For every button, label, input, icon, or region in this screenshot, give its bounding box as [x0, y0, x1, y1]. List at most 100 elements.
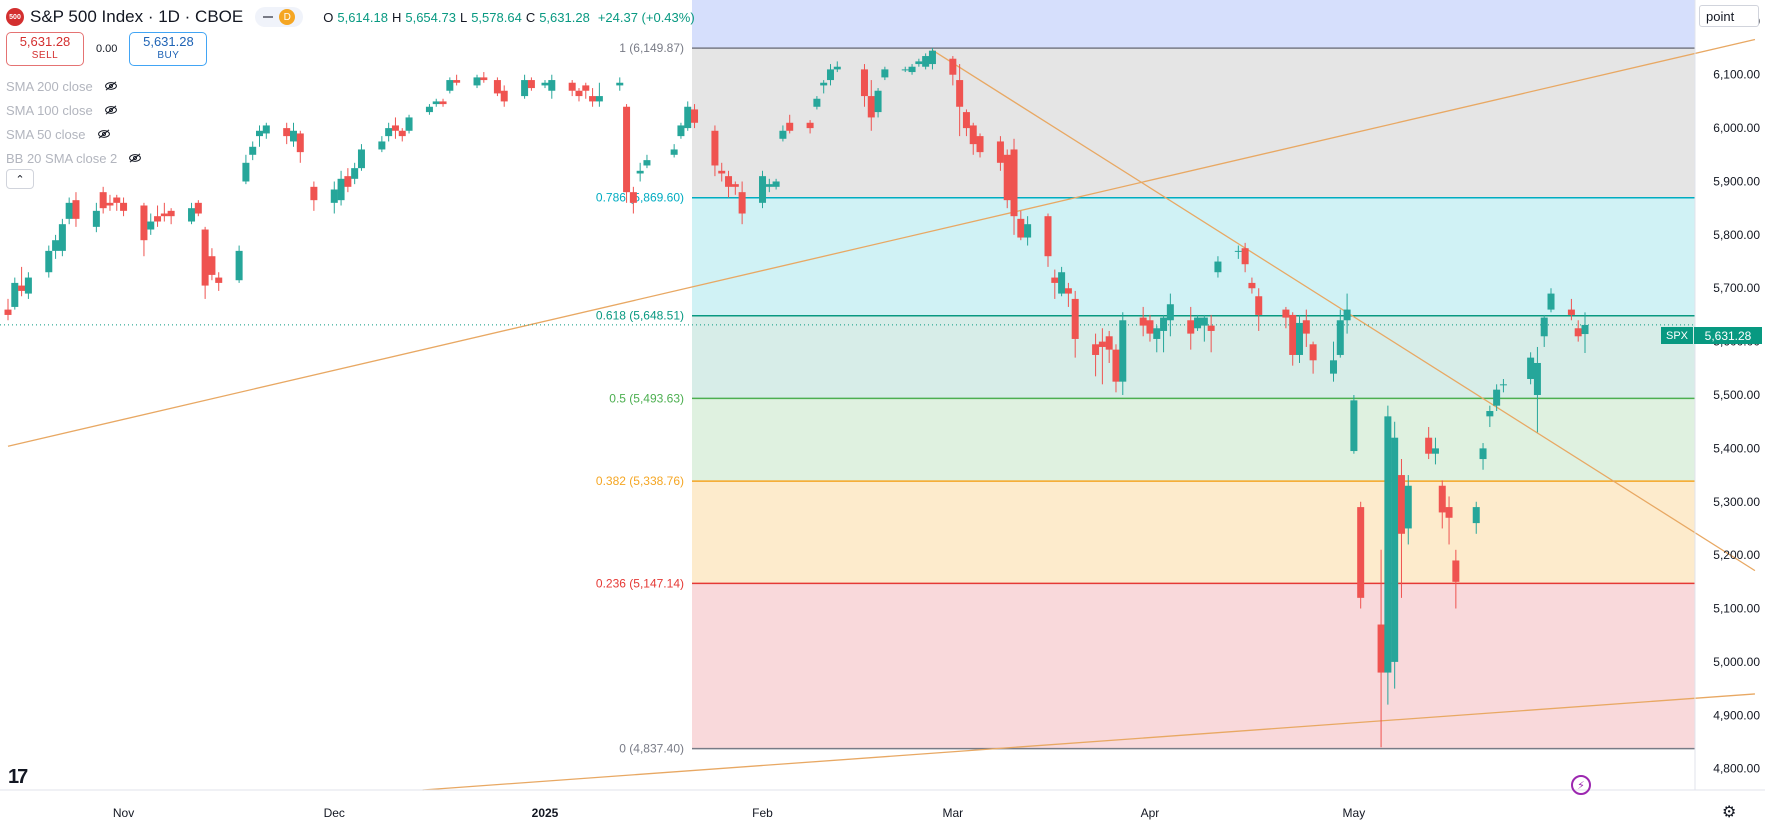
- tradingview-logo-icon[interactable]: 17: [8, 766, 28, 788]
- price-axis-mode[interactable]: point: [1699, 5, 1759, 27]
- high-value: 5,654.73: [405, 9, 456, 25]
- indicator-sma-50[interactable]: SMA 50 close: [6, 122, 143, 146]
- candle-body: [738, 192, 746, 214]
- candle-body: [629, 192, 637, 203]
- indicator-bb-20[interactable]: BB 20 SMA close 2: [6, 146, 143, 170]
- chevron-up-icon: ⌃: [15, 173, 25, 186]
- candle-body: [582, 85, 590, 91]
- candle-body: [867, 96, 875, 118]
- fib-level-label: 1 (6,149.87): [619, 41, 684, 55]
- candle-body: [691, 109, 699, 123]
- candle-body: [405, 117, 413, 131]
- candle-body: [344, 176, 352, 187]
- candle-body: [1241, 248, 1249, 265]
- sell-button[interactable]: 5,631.28 SELL: [6, 32, 84, 66]
- candle-body: [595, 96, 603, 102]
- candle-body: [962, 112, 970, 129]
- candle-body: [283, 128, 291, 137]
- buy-label: BUY: [157, 50, 180, 61]
- eye-slash-icon[interactable]: [103, 105, 119, 115]
- candle-body: [956, 80, 964, 107]
- indicator-sma-100[interactable]: SMA 100 close: [6, 98, 143, 122]
- sp500-symbol-icon[interactable]: 500: [6, 8, 24, 26]
- candle-body: [1071, 298, 1079, 339]
- candle-body: [759, 176, 767, 203]
- time-tick-label: Mar: [943, 806, 964, 820]
- candle-body: [1119, 320, 1127, 382]
- candle-body: [949, 58, 957, 75]
- candle-body: [1547, 293, 1555, 310]
- candle-body: [643, 160, 651, 166]
- trend-line: [7, 38, 1756, 447]
- eye-slash-icon[interactable]: [96, 129, 112, 139]
- ohlc-values: O 5,614.18 H 5,654.73 L 5,578.64 C 5,631.28 …: [323, 10, 694, 25]
- candle-body: [1567, 309, 1575, 315]
- fib-zone: [692, 197, 1695, 316]
- indicator-sma-200[interactable]: SMA 200 close: [6, 74, 143, 98]
- time-tick-label: Nov: [113, 806, 134, 820]
- price-tick-label: 6,000.00: [1713, 121, 1760, 135]
- candle-body: [725, 176, 733, 187]
- price-tick-label: 5,400.00: [1713, 441, 1760, 455]
- candle-body: [833, 66, 841, 70]
- candle-body: [249, 146, 257, 155]
- candle-body: [568, 82, 576, 91]
- candle-body: [541, 82, 549, 86]
- candle-body: [1391, 437, 1399, 662]
- candle-body: [1527, 357, 1535, 379]
- candle-body: [1445, 507, 1453, 518]
- candle-body: [201, 229, 209, 286]
- candle-body: [1289, 314, 1297, 355]
- market-status-pill[interactable]: D: [255, 7, 304, 27]
- candle-body: [1343, 309, 1351, 321]
- candle-body: [1058, 272, 1066, 294]
- candle-body: [779, 130, 787, 139]
- candle-body: [1397, 475, 1405, 534]
- candle-body: [1112, 349, 1120, 382]
- candle-body: [1574, 328, 1582, 337]
- buy-button[interactable]: 5,631.28 BUY: [129, 32, 208, 66]
- candle-body: [65, 202, 73, 219]
- candle-body: [1581, 324, 1589, 335]
- candle-body: [1092, 344, 1100, 355]
- collapse-legend-button[interactable]: ⌃: [6, 169, 34, 189]
- candle-body: [1404, 485, 1412, 529]
- candle-body: [1146, 320, 1154, 334]
- lightning-icon[interactable]: ⚡: [1571, 775, 1591, 795]
- candle-body: [1452, 560, 1460, 582]
- symbol-title[interactable]: S&P 500 Index · 1D · CBOE: [30, 7, 244, 26]
- time-tick-label: Feb: [752, 806, 773, 820]
- fib-zone: [692, 398, 1695, 482]
- candle-body: [154, 216, 162, 222]
- candle-body: [1296, 322, 1304, 355]
- fib-zone: [692, 481, 1695, 584]
- symbol-price-tag: SPX: [1661, 327, 1693, 344]
- candle-body: [120, 202, 128, 211]
- candle-body: [1384, 416, 1392, 673]
- candle-body: [1166, 304, 1174, 321]
- eye-slash-icon[interactable]: [127, 153, 143, 163]
- candle-body: [92, 210, 100, 227]
- candle-body: [310, 186, 318, 201]
- buy-price: 5,631.28: [143, 34, 194, 49]
- eye-slash-icon[interactable]: [103, 81, 119, 91]
- fib-level-label: 0.236 (5,147.14): [596, 576, 684, 590]
- candle-body: [922, 56, 930, 67]
- candle-body: [684, 106, 692, 129]
- candle-body: [731, 184, 739, 187]
- settings-gear-icon[interactable]: ⚙: [1722, 804, 1737, 821]
- candle-body: [1024, 224, 1032, 238]
- candle-body: [147, 221, 155, 230]
- open-label: O: [323, 9, 334, 25]
- candle-body: [167, 210, 175, 217]
- candle-body: [398, 130, 406, 137]
- indicator-label: BB 20 SMA close 2: [6, 150, 118, 166]
- indicator-label: SMA 200 close: [6, 78, 93, 94]
- candle-body: [289, 130, 297, 142]
- candle-body: [874, 90, 882, 113]
- indicator-legend: SMA 200 close SMA 100 close SMA 50 close…: [6, 74, 143, 170]
- fib-level-label: 0.618 (5,648.51): [596, 309, 684, 323]
- fib-level-label: 0.382 (5,338.76): [596, 474, 684, 488]
- price-tick-label: 5,100.00: [1713, 602, 1760, 616]
